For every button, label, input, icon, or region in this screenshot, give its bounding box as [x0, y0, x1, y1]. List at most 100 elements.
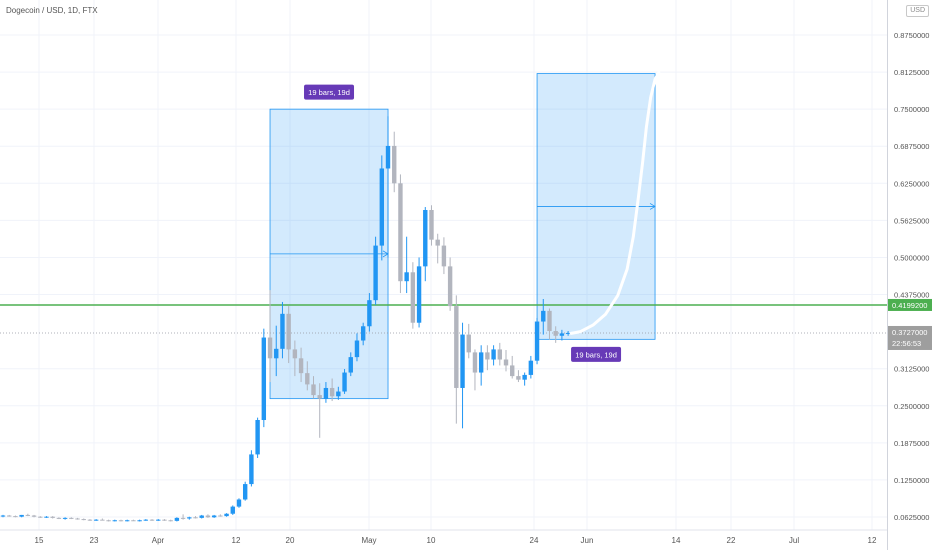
candle: [280, 301, 285, 359]
candle-body: [553, 331, 558, 336]
candle-body: [510, 365, 515, 377]
candle-body: [93, 519, 99, 521]
candle-body: [249, 454, 254, 485]
candle-body: [478, 352, 484, 373]
candle-body: [404, 272, 409, 282]
candle: [199, 514, 204, 519]
candle: [286, 306, 291, 364]
candle-body: [317, 395, 322, 399]
candle: [305, 361, 310, 391]
x-axis-tick-label: 20: [286, 536, 295, 545]
candle-body: [385, 145, 391, 169]
candle-body: [156, 519, 161, 521]
candle: [336, 386, 341, 400]
candles: [0, 116, 571, 522]
candle: [236, 498, 242, 508]
candle: [354, 333, 360, 362]
candle: [348, 352, 353, 377]
candle-body: [491, 349, 496, 360]
x-axis-tick-label: 24: [530, 536, 539, 545]
candle: [528, 355, 534, 379]
candle: [211, 514, 217, 518]
measure-label-text: 19 bars, 19d: [308, 88, 350, 97]
candle-body: [528, 360, 534, 375]
candle-body: [447, 266, 453, 307]
candle: [93, 519, 99, 521]
candle-body: [534, 321, 540, 361]
candle: [38, 516, 43, 518]
candle-body: [255, 420, 260, 455]
candle: [143, 519, 149, 521]
candle-body: [360, 326, 366, 341]
candle: [454, 295, 459, 424]
candle: [460, 322, 465, 429]
candle-body: [112, 520, 117, 522]
currency-badge[interactable]: USD: [906, 5, 929, 17]
candle: [447, 257, 453, 311]
candle: [118, 519, 124, 522]
candle: [478, 345, 484, 386]
candle: [69, 517, 74, 520]
candle: [56, 517, 62, 520]
candle-body: [143, 519, 149, 521]
candle-body: [460, 334, 465, 388]
y-axis-tick-label: 0.6875000: [894, 142, 929, 151]
candle-body: [329, 387, 335, 397]
candle: [311, 376, 316, 399]
candle: [497, 342, 502, 366]
candle: [81, 518, 86, 521]
candle-body: [193, 517, 198, 519]
countdown-label: 22:56:53: [892, 339, 921, 348]
candle: [218, 514, 223, 517]
candle-body: [211, 515, 217, 518]
candle-body: [348, 357, 353, 373]
candle: [485, 345, 490, 371]
price-axis[interactable]: USD 0.8750000 0.8125000 0.7500000 0.6875000…: [887, 0, 932, 550]
candle: [534, 317, 540, 365]
y-axis-tick-label: 0.1250000: [894, 476, 929, 485]
y-axis-tick-label: 0.3125000: [894, 365, 929, 374]
candle: [149, 519, 155, 521]
candle-body: [149, 519, 155, 521]
candle-body: [423, 210, 428, 267]
candle-body: [218, 515, 223, 517]
candle: [329, 378, 335, 402]
y-axis-tick-label: 0.5000000: [894, 253, 929, 262]
candle-body: [367, 300, 372, 327]
measure-arrow-head: [649, 203, 656, 210]
y-axis-tick-label: 0.4375000: [894, 291, 929, 300]
candle-body: [323, 387, 329, 399]
candle: [255, 417, 260, 458]
candle: [510, 355, 515, 379]
candle: [522, 372, 527, 386]
candle: [416, 257, 422, 328]
measure-label-bg: [571, 346, 622, 362]
candle: [205, 514, 211, 518]
candle-body: [398, 183, 403, 282]
candle: [292, 340, 298, 377]
candle-body: [410, 272, 416, 323]
candle: [87, 519, 93, 521]
chart-area[interactable]: 19 bars, 19d 19 bars, 19d 15 23 Apr 12 20 May 10…: [0, 0, 887, 550]
x-axis-tick-label: Jul: [789, 536, 799, 545]
candle: [553, 326, 558, 343]
candle-body: [174, 517, 180, 521]
candle: [62, 517, 68, 520]
candle-body: [69, 517, 74, 519]
candle: [162, 519, 167, 521]
candle: [435, 233, 440, 264]
x-axis-tick-label: 22: [727, 536, 736, 545]
candle: [187, 516, 192, 520]
last-price-badge: [888, 325, 932, 350]
candle: [323, 382, 329, 403]
candle-body: [62, 517, 68, 519]
candle-body: [311, 384, 316, 396]
candle-body: [75, 518, 80, 520]
candle: [112, 519, 117, 522]
candle-body: [392, 145, 397, 184]
candle: [7, 514, 12, 517]
candlestick-chart[interactable]: 19 bars, 19d 19 bars, 19d 15 23 Apr 12 20 May 10…: [0, 0, 887, 550]
candle-body: [280, 313, 285, 349]
candle-body: [379, 168, 385, 246]
candle-body: [274, 348, 279, 359]
